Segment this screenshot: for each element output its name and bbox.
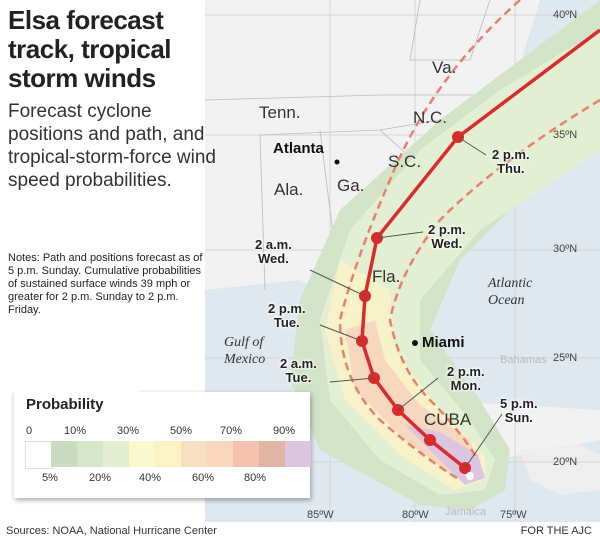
city-atlanta: Atlanta <box>273 140 324 157</box>
lon-label: 75ºW <box>500 509 527 521</box>
legend-label: 80% <box>244 472 267 484</box>
page-title: Elsa forecast track, tropical storm wind… <box>8 5 172 93</box>
region-atlantic: Atlantic Ocean <box>488 276 533 308</box>
position-label-thu: 2 p.m. Thu. <box>492 147 530 176</box>
legend-label: 60% <box>192 472 215 484</box>
region-bahamas: Bahamas <box>500 354 547 366</box>
legend-swatch <box>207 441 233 467</box>
legend-swatch <box>181 441 207 467</box>
legend-swatch <box>77 441 103 467</box>
lat-label: 20ºN <box>553 456 578 468</box>
state-label: Tenn. <box>259 103 301 122</box>
legend-swatch <box>233 441 259 467</box>
state-label: Fla. <box>372 267 401 286</box>
city-miami: Miami <box>422 334 465 351</box>
lon-label: 80ºW <box>402 509 429 521</box>
state-label: N.C. <box>413 108 447 127</box>
region-jamaica: Jamaica <box>445 506 486 518</box>
sources: Sources: NOAA, National Hurricane Center <box>6 525 217 537</box>
legend-label: 20% <box>89 472 112 484</box>
lon-label: 85ºW <box>307 509 334 521</box>
lat-label: 40ºN <box>553 9 578 21</box>
legend-label: 40% <box>139 472 162 484</box>
region-gulf: Gulf of Mexico <box>224 335 266 367</box>
legend-label: 50% <box>170 425 193 437</box>
state-label: Va. <box>432 58 457 77</box>
legend-label: 30% <box>117 425 140 437</box>
lat-label: 25ºN <box>553 352 578 364</box>
legend-label: 0 <box>26 425 33 437</box>
legend-label: 90% <box>273 425 296 437</box>
legend-label: 5% <box>42 472 58 484</box>
legend-swatch <box>103 441 129 467</box>
legend-swatch <box>51 441 77 467</box>
lat-label: 30ºN <box>553 243 578 255</box>
legend-label: 10% <box>64 425 87 437</box>
position-label-tue-pm: 2 p.m. Tue. <box>268 301 306 330</box>
position-label-sun: 5 p.m. Sun. <box>500 396 538 425</box>
state-label: Ga. <box>337 176 365 195</box>
position-label-wed-pm: 2 p.m. Wed. <box>428 222 466 251</box>
legend-swatch <box>129 441 155 467</box>
legend-label: 70% <box>220 425 243 437</box>
credit: FOR THE AJC <box>520 525 592 537</box>
notes: Notes: Path and positions forecast as of… <box>8 252 203 316</box>
position-label-mon: 2 p.m. Mon. <box>447 364 485 393</box>
legend-swatch <box>25 441 53 469</box>
state-label: Ala. <box>274 180 304 199</box>
position-label-wed-am: 2 a.m. Wed. <box>255 237 292 266</box>
state-label: S.C. <box>388 152 422 171</box>
lat-label: 35ºN <box>553 129 578 141</box>
position-label-tue-am: 2 a.m. Tue. <box>280 356 317 385</box>
forecast-map <box>205 0 600 522</box>
subtitle: Forecast cyclone positions and path, and… <box>8 101 216 191</box>
region-cuba: CUBA <box>424 410 472 429</box>
legend-swatch <box>155 441 181 467</box>
legend-title: Probability <box>26 396 104 413</box>
legend-swatch <box>285 441 311 467</box>
legend-swatch <box>259 441 285 467</box>
